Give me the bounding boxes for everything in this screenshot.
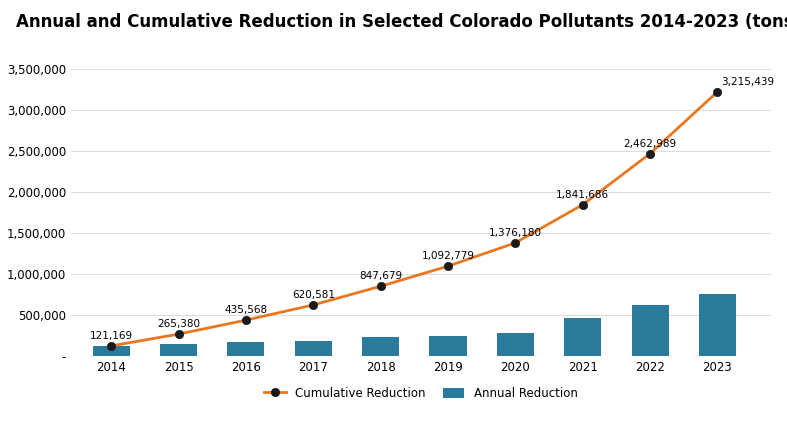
- Bar: [227, 342, 264, 356]
- Cumulative Reduction: [106, 343, 116, 349]
- Line: Cumulative Reduction: Cumulative Reduction: [107, 88, 722, 350]
- Bar: [362, 337, 399, 356]
- Text: 265,380: 265,380: [157, 319, 200, 329]
- Cumulative Reduction: [443, 263, 453, 269]
- Cumulative Reduction: [309, 302, 318, 308]
- Cumulative Reduction: [645, 151, 655, 156]
- Bar: [497, 332, 534, 356]
- Cumulative Reduction: [578, 202, 587, 207]
- Text: 847,679: 847,679: [359, 271, 402, 281]
- Text: 1,092,779: 1,092,779: [422, 251, 475, 261]
- Bar: [564, 318, 601, 356]
- Cumulative Reduction: [713, 89, 722, 95]
- Text: Annual and Cumulative Reduction in Selected Colorado Pollutants 2014-2023 (tons): Annual and Cumulative Reduction in Selec…: [16, 13, 787, 31]
- Text: 1,841,686: 1,841,686: [556, 190, 609, 200]
- Text: 620,581: 620,581: [292, 290, 334, 300]
- Bar: [699, 294, 736, 356]
- Legend: Cumulative Reduction, Annual Reduction: Cumulative Reduction, Annual Reduction: [260, 382, 582, 404]
- Bar: [631, 305, 668, 356]
- Bar: [93, 346, 130, 356]
- Cumulative Reduction: [376, 284, 386, 289]
- Bar: [160, 344, 197, 356]
- Bar: [295, 341, 332, 356]
- Cumulative Reduction: [174, 332, 183, 337]
- Bar: [430, 336, 467, 356]
- Cumulative Reduction: [511, 240, 520, 246]
- Text: 435,568: 435,568: [224, 305, 268, 315]
- Text: 1,376,180: 1,376,180: [489, 228, 541, 238]
- Text: 2,462,989: 2,462,989: [623, 139, 677, 149]
- Cumulative Reduction: [241, 318, 250, 323]
- Text: 3,215,439: 3,215,439: [721, 77, 774, 87]
- Text: 121,169: 121,169: [90, 331, 133, 341]
